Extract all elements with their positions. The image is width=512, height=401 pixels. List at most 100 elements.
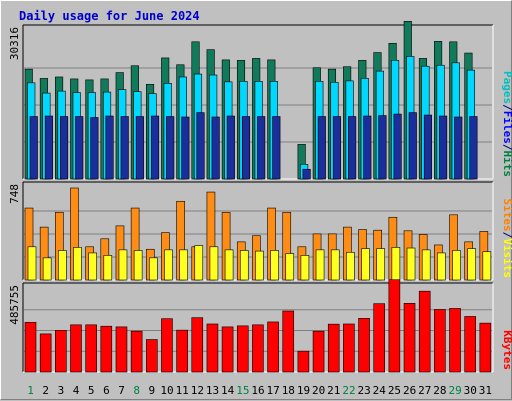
day-label-6: 6 [103, 384, 110, 397]
day-label-12: 12 [191, 384, 204, 397]
day-label-1: 1 [27, 384, 34, 397]
bar-kbytes-day-29 [449, 308, 461, 373]
day-label-30: 30 [464, 384, 477, 397]
bar-sites-day-11 [179, 249, 188, 281]
bar-pages-day-8 [135, 116, 144, 180]
day-label-26: 26 [403, 384, 416, 397]
bar-kbytes-day-2 [39, 333, 52, 373]
day-label-28: 28 [433, 384, 446, 397]
bar-pages-day-16 [257, 116, 266, 180]
day-label-24: 24 [373, 384, 387, 397]
day-label-13: 13 [206, 384, 219, 397]
bar-sites-day-9 [148, 257, 158, 281]
bar-sites-day-13 [209, 246, 219, 281]
bar-sites-day-21 [330, 249, 340, 281]
legend-entry-3: / [501, 144, 512, 151]
bar-sites-day-22 [346, 252, 355, 281]
bar-kbytes-day-31 [479, 322, 492, 373]
bar-kbytes-day-28 [434, 309, 446, 373]
day-label-4: 4 [73, 384, 80, 397]
bar-pages-day-20 [317, 116, 326, 180]
bar-kbytes-day-8 [130, 330, 143, 373]
bar-pages-day-25 [393, 113, 402, 180]
day-label-15: 15 [236, 384, 249, 397]
bar-pages-day-21 [332, 116, 342, 180]
bar-kbytes-day-10 [161, 318, 173, 373]
day-label-10: 10 [160, 384, 173, 397]
bar-sites-day-5 [88, 252, 97, 281]
bar-pages-day-4 [75, 116, 84, 180]
day-label-31: 31 [479, 384, 492, 397]
bar-sites-day-16 [255, 250, 264, 281]
legend-entry-0: Pages [501, 71, 512, 104]
bar-sites-day-31 [482, 251, 492, 281]
day-label-29: 29 [448, 384, 461, 397]
day-label-3: 3 [58, 384, 65, 397]
bar-kbytes-day-5 [85, 324, 97, 373]
bar-pages-day-6 [105, 115, 114, 180]
legend-entry-1: / [501, 232, 512, 239]
panel-hits-files-pages-legend: Pages/Files/Hits [501, 71, 512, 177]
bar-kbytes-day-19 [297, 350, 310, 373]
bar-kbytes-day-1 [24, 321, 37, 373]
day-label-19: 19 [297, 384, 310, 397]
bar-sites-day-30 [467, 248, 476, 281]
bar-kbytes-day-9 [145, 339, 158, 373]
day-label-2: 2 [42, 384, 49, 397]
bar-sites-day-27 [421, 249, 431, 281]
legend-entry-4: Hits [501, 151, 512, 178]
legend-entry-1: / [501, 104, 512, 111]
bar-kbytes-day-30 [464, 316, 476, 373]
panel-kbytes-legend: KBytes [501, 330, 512, 370]
legend-entry-2: Files [501, 111, 512, 144]
bar-pages-day-29 [454, 116, 463, 180]
day-label-9: 9 [149, 384, 156, 397]
day-label-8: 8 [133, 384, 140, 397]
bar-kbytes-day-26 [403, 303, 416, 373]
bar-pages-day-22 [348, 116, 357, 180]
day-label-25: 25 [388, 384, 401, 397]
bar-pages-day-3 [60, 116, 69, 180]
bar-kbytes-day-18 [282, 310, 295, 373]
bar-kbytes-day-6 [100, 325, 113, 373]
day-label-21: 21 [327, 384, 340, 397]
bar-kbytes-day-12 [191, 317, 204, 373]
legend-entry-2: Visits [501, 238, 512, 278]
bar-kbytes-day-3 [55, 330, 67, 373]
bar-sites-day-10 [164, 249, 173, 281]
day-label-7: 7 [118, 384, 125, 397]
bar-pages-day-23 [363, 115, 372, 180]
day-label-17: 17 [267, 384, 280, 397]
bar-pages-day-1 [29, 116, 38, 180]
bar-sites-day-12 [194, 245, 204, 281]
bar-kbytes-day-16 [252, 324, 264, 373]
bar-kbytes-day-13 [206, 323, 219, 373]
bar-kbytes-day-11 [176, 329, 188, 373]
chart-title: Daily usage for June 2024 [19, 9, 200, 23]
bar-kbytes-day-27 [418, 290, 431, 373]
day-label-18: 18 [282, 384, 295, 397]
bar-kbytes-day-7 [115, 326, 128, 373]
day-label-14: 14 [221, 384, 235, 397]
panel-hits-files-pages-max-label: 30316 [8, 27, 21, 60]
bar-pages-day-2 [44, 115, 53, 180]
bar-sites-day-2 [42, 257, 52, 281]
bar-sites-day-17 [270, 250, 279, 281]
bar-sites-day-1 [27, 246, 37, 281]
bar-sites-day-25 [391, 247, 401, 281]
bar-sites-day-19 [300, 255, 310, 281]
bar-pages-day-11 [181, 116, 190, 180]
bar-sites-day-7 [118, 249, 128, 281]
bar-sites-day-20 [315, 249, 325, 281]
bar-pages-day-9 [150, 115, 160, 180]
bar-sites-day-18 [285, 253, 295, 281]
bar-pages-day-5 [90, 117, 99, 180]
bar-kbytes-day-24 [373, 303, 386, 373]
bar-sites-day-29 [452, 250, 461, 281]
bar-sites-day-4 [73, 247, 82, 281]
panel-visits-sites-max-label: 748 [8, 184, 21, 204]
day-label-23: 23 [358, 384, 371, 397]
day-label-20: 20 [312, 384, 325, 397]
bar-sites-day-28 [437, 252, 446, 281]
